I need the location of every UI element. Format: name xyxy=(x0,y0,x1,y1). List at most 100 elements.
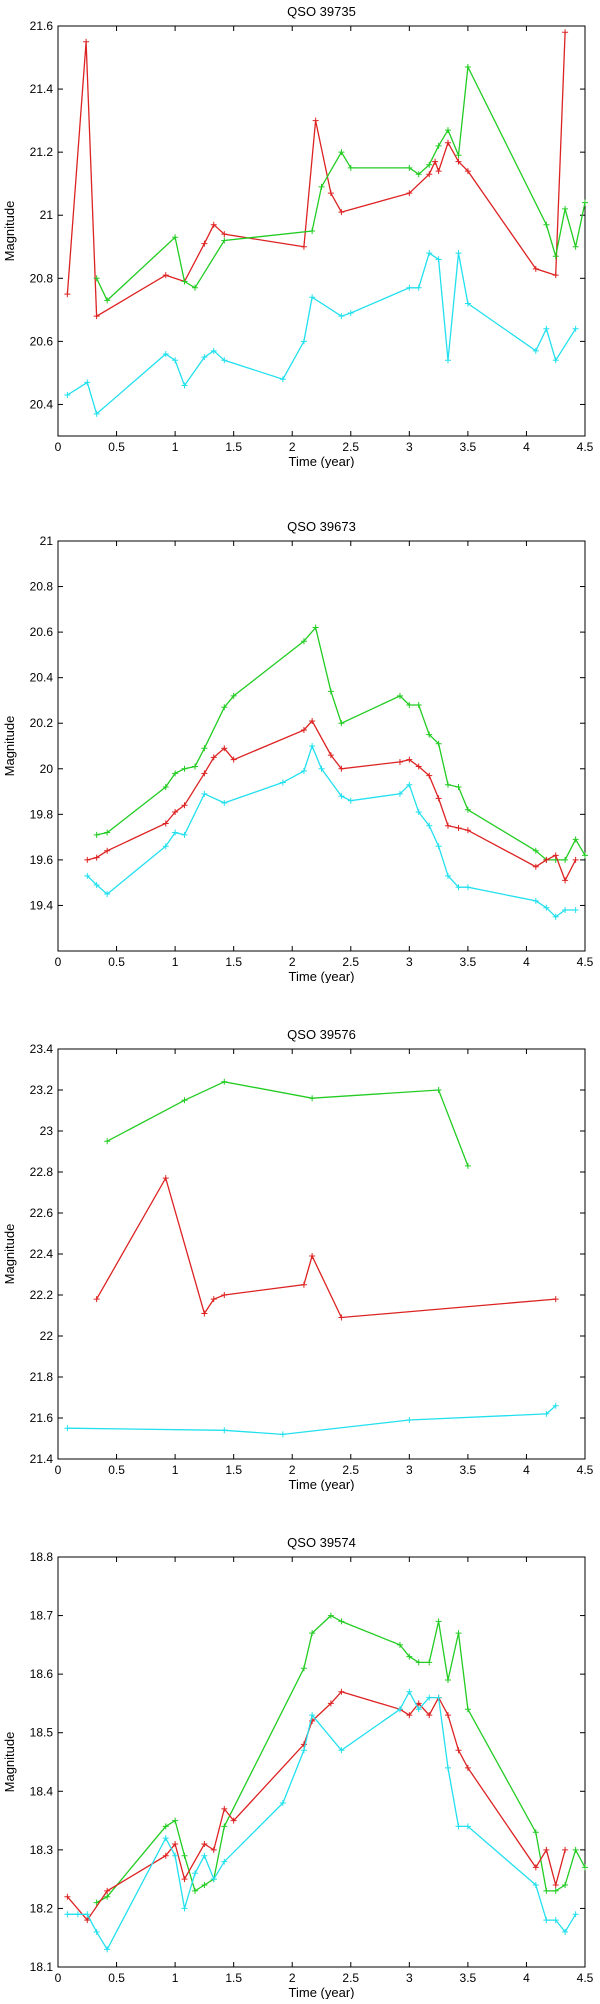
series-line xyxy=(106,1081,469,1167)
data-point xyxy=(543,1846,550,1853)
data-point xyxy=(572,856,579,863)
y-tick-label: 21 xyxy=(40,208,54,222)
data-point xyxy=(572,1911,579,1918)
x-tick-label: 0.5 xyxy=(108,1971,125,1985)
data-point xyxy=(338,209,345,216)
series-cyan xyxy=(64,1402,559,1438)
x-tick-label: 0 xyxy=(55,955,62,969)
data-point xyxy=(181,1097,188,1104)
x-tick-label: 0 xyxy=(55,1463,62,1477)
x-tick-label: 2.5 xyxy=(342,1971,359,1985)
data-point xyxy=(455,784,462,790)
data-point xyxy=(455,152,462,159)
data-point xyxy=(444,1764,451,1771)
data-point xyxy=(396,758,403,765)
data-point xyxy=(532,1864,539,1871)
data-point xyxy=(327,190,334,197)
chart-title: QSO 39576 xyxy=(287,1027,356,1042)
series-line xyxy=(67,1405,557,1436)
data-point xyxy=(192,763,199,770)
data-point xyxy=(74,1911,81,1918)
data-point xyxy=(552,852,559,859)
data-point xyxy=(455,1630,462,1637)
series-line xyxy=(67,252,577,416)
plot-frame xyxy=(57,1556,586,1968)
data-point xyxy=(406,284,413,291)
x-tick-label: 2 xyxy=(289,955,296,969)
data-point xyxy=(435,795,442,802)
data-point xyxy=(572,907,579,913)
data-point xyxy=(221,1078,228,1085)
series-red xyxy=(93,1175,559,1321)
data-point xyxy=(309,1095,316,1102)
y-tick-label: 18.2 xyxy=(30,1901,54,1915)
data-point xyxy=(192,1870,199,1877)
data-point xyxy=(230,1817,237,1824)
y-tick-label: 21.8 xyxy=(30,1370,54,1384)
y-tick-label: 23.2 xyxy=(30,1083,54,1097)
x-tick-label: 3.5 xyxy=(460,1463,477,1477)
y-tick-label: 21.4 xyxy=(30,1452,54,1466)
x-tick-label: 0.5 xyxy=(108,1463,125,1477)
data-point xyxy=(562,205,569,212)
data-point xyxy=(455,825,462,831)
data-point xyxy=(300,1281,307,1288)
y-axis-label: Magnitude xyxy=(2,1224,17,1285)
data-point xyxy=(464,168,471,175)
data-point xyxy=(279,376,286,383)
data-point xyxy=(104,829,111,836)
data-point xyxy=(552,253,559,260)
data-point xyxy=(435,1694,442,1701)
data-point xyxy=(84,1911,91,1918)
data-point xyxy=(562,877,569,884)
data-point xyxy=(444,781,451,788)
data-point xyxy=(309,294,316,301)
data-point xyxy=(464,64,471,70)
y-tick-label: 20.8 xyxy=(30,271,54,285)
data-point xyxy=(562,1882,569,1888)
data-point xyxy=(435,142,442,149)
data-point xyxy=(104,297,111,304)
data-point xyxy=(582,1864,588,1871)
data-point xyxy=(455,1747,462,1754)
y-tick-label: 20.4 xyxy=(30,671,54,685)
data-point xyxy=(83,38,90,45)
y-tick-label: 18.8 xyxy=(30,1550,54,1564)
data-point xyxy=(309,1712,316,1719)
data-point xyxy=(426,1712,433,1719)
y-tick-label: 20.6 xyxy=(30,334,54,348)
data-point xyxy=(338,1618,345,1625)
data-point xyxy=(230,756,237,763)
data-point xyxy=(300,243,307,250)
data-point xyxy=(84,856,91,863)
data-point xyxy=(552,1882,559,1888)
data-point xyxy=(396,1641,403,1648)
data-point xyxy=(221,799,228,806)
data-point xyxy=(543,1410,550,1417)
data-point xyxy=(104,1138,111,1145)
y-tick-label: 21.6 xyxy=(30,19,54,33)
data-point xyxy=(64,291,71,298)
data-point xyxy=(192,1887,199,1894)
data-point xyxy=(104,1893,111,1900)
y-tick-label: 20.6 xyxy=(30,625,54,639)
series-cyan xyxy=(64,1688,579,1953)
data-point xyxy=(347,310,354,316)
data-point xyxy=(181,1852,188,1859)
data-point xyxy=(162,1823,169,1830)
data-point xyxy=(426,1659,433,1666)
x-tick-label: 4.5 xyxy=(577,1971,594,1985)
x-tick-label: 3 xyxy=(406,1971,413,1985)
data-point xyxy=(181,278,188,285)
series-line xyxy=(96,1614,586,1904)
data-point xyxy=(312,117,319,124)
data-point xyxy=(64,1425,71,1432)
data-point xyxy=(455,1823,462,1830)
y-tick-label: 18.5 xyxy=(30,1726,54,1740)
y-tick-label: 18.1 xyxy=(30,1960,54,1974)
data-point xyxy=(562,1846,569,1853)
data-point xyxy=(532,1882,539,1888)
data-point xyxy=(415,702,422,708)
data-point xyxy=(426,250,433,257)
data-point xyxy=(312,624,319,631)
